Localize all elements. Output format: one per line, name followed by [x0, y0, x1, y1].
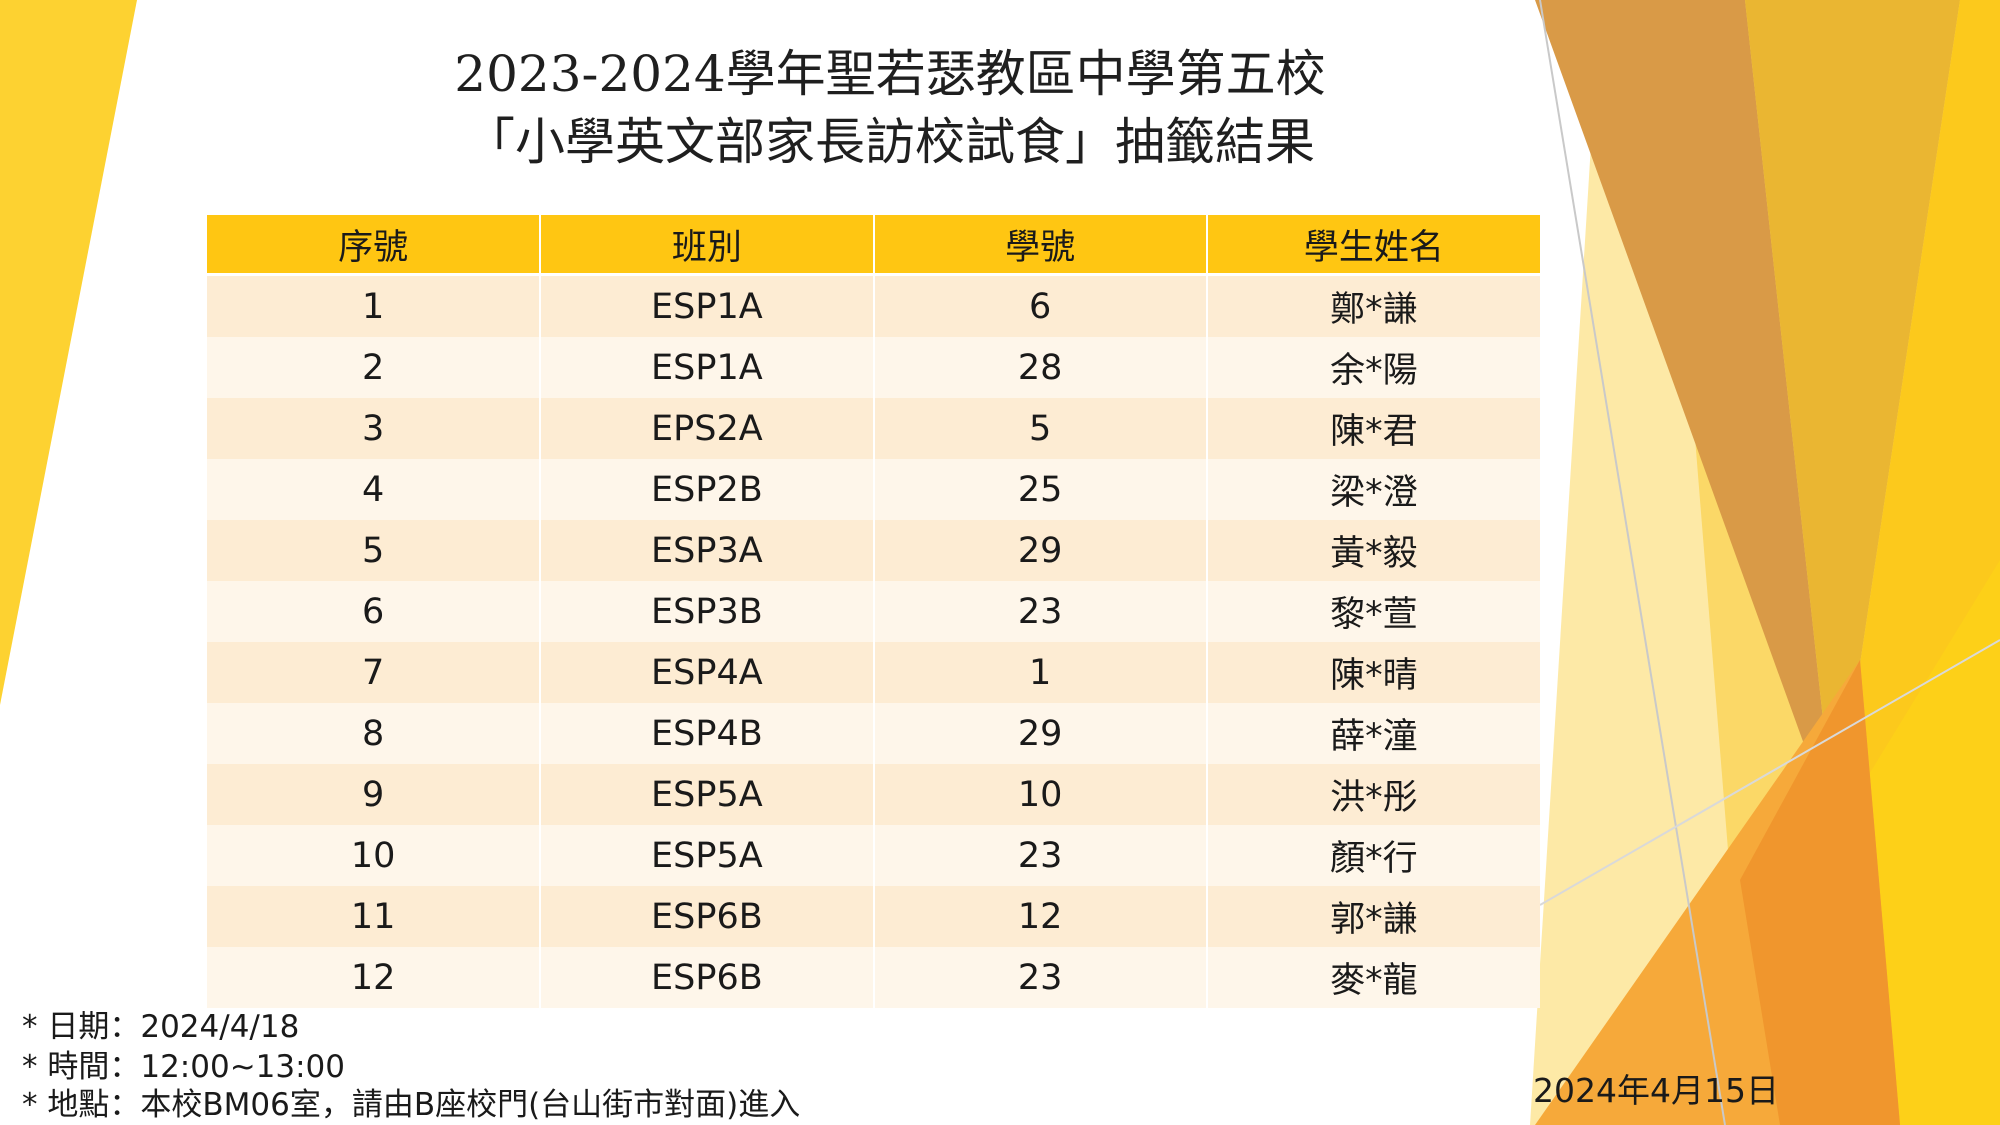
cell-class: ESP1A [540, 337, 875, 398]
cell-class: ESP5A [540, 764, 875, 825]
cell-student-no: 29 [873, 703, 1208, 764]
cell-student-name: 梁*澄 [1206, 459, 1540, 520]
cell-serial-no: 7 [207, 642, 542, 703]
header-student-no: 學號 [873, 215, 1208, 276]
table-row: 4 ESP2B 25 梁*澄 [207, 459, 1540, 520]
cell-student-no: 6 [873, 274, 1208, 337]
cell-class: ESP4B [540, 703, 875, 764]
cell-serial-no: 12 [207, 947, 542, 1008]
cell-student-name: 麥*龍 [1206, 947, 1540, 1008]
cell-class: ESP6B [540, 886, 875, 947]
cell-class: ESP4A [540, 642, 875, 703]
cell-serial-no: 11 [207, 886, 542, 947]
cell-student-no: 25 [873, 459, 1208, 520]
table-row: 6 ESP3B 23 黎*萱 [207, 581, 1540, 642]
cell-student-name: 陳*晴 [1206, 642, 1540, 703]
cell-serial-no: 2 [207, 337, 542, 398]
table-row: 2 ESP1A 28 余*陽 [207, 337, 1540, 398]
cell-student-no: 23 [873, 825, 1208, 886]
cell-serial-no: 3 [207, 398, 542, 459]
cell-student-no: 28 [873, 337, 1208, 398]
cell-student-name: 黎*萱 [1206, 581, 1540, 642]
cell-student-no: 12 [873, 886, 1208, 947]
cell-serial-no: 9 [207, 764, 542, 825]
note-date: * 日期：2024/4/18 [22, 1009, 300, 1045]
cell-class: ESP6B [540, 947, 875, 1008]
note-location: * 地點：本校BM06室，請由B座校門(台山街市對面)進入 [22, 1087, 801, 1123]
header-class: 班別 [540, 215, 875, 276]
cell-student-name: 顏*行 [1206, 825, 1540, 886]
table-row: 12 ESP6B 23 麥*龍 [207, 947, 1540, 1008]
cell-class: ESP2B [540, 459, 875, 520]
cell-student-name: 陳*君 [1206, 398, 1540, 459]
table-row: 11 ESP6B 12 郭*謙 [207, 886, 1540, 947]
right-orange-facet [1535, 0, 1835, 830]
results-table: 序號 班別 學號 學生姓名 1 ESP1A 6 鄭*謙 2 ESP1A 28 余… [207, 215, 1540, 1008]
cell-class: ESP3A [540, 520, 875, 581]
cell-student-name: 洪*彤 [1206, 764, 1540, 825]
note-time: * 時間：12:00~13:00 [22, 1049, 346, 1085]
cell-student-no: 29 [873, 520, 1208, 581]
table-row: 3 EPS2A 5 陳*君 [207, 398, 1540, 459]
table-header-row: 序號 班別 學號 學生姓名 [207, 215, 1540, 276]
announcement-date: 2024年4月15日 [1533, 1071, 1779, 1110]
cell-serial-no: 1 [207, 274, 542, 337]
decor-line-2 [1539, 639, 2000, 906]
page-title-line1: 2023-2024學年聖若瑟教區中學第五校 [454, 45, 1326, 103]
header-student-name: 學生姓名 [1206, 215, 1540, 276]
cell-serial-no: 6 [207, 581, 542, 642]
cell-student-name: 鄭*謙 [1206, 274, 1540, 337]
table-row: 1 ESP1A 6 鄭*謙 [207, 274, 1540, 337]
table-row: 7 ESP4A 1 陳*晴 [207, 642, 1540, 703]
cell-class: ESP5A [540, 825, 875, 886]
cell-student-no: 10 [873, 764, 1208, 825]
cell-serial-no: 10 [207, 825, 542, 886]
header-serial-no: 序號 [207, 215, 542, 276]
cell-serial-no: 4 [207, 459, 542, 520]
cell-student-name: 黃*毅 [1206, 520, 1540, 581]
cell-serial-no: 8 [207, 703, 542, 764]
table-row: 10 ESP5A 23 顏*行 [207, 825, 1540, 886]
cell-serial-no: 5 [207, 520, 542, 581]
decor-line-1 [1539, 0, 1726, 1125]
cell-student-name: 薛*潼 [1206, 703, 1540, 764]
table-row: 8 ESP4B 29 薛*潼 [207, 703, 1540, 764]
cell-class: ESP3B [540, 581, 875, 642]
table-row: 9 ESP5A 10 洪*彤 [207, 764, 1540, 825]
cell-student-name: 余*陽 [1206, 337, 1540, 398]
cell-class: EPS2A [540, 398, 875, 459]
page-title-line2: 「小學英文部家長訪校試食」抽籤結果 [465, 113, 1315, 171]
bottom-deep-facet [1740, 660, 1900, 1125]
right-amber-facet [1745, 0, 1960, 830]
cell-student-name: 郭*謙 [1206, 886, 1540, 947]
cell-student-no: 23 [873, 947, 1208, 1008]
cell-student-no: 1 [873, 642, 1208, 703]
left-yellow-wedge [0, 0, 137, 705]
table-row: 5 ESP3A 29 黃*毅 [207, 520, 1540, 581]
cell-student-no: 5 [873, 398, 1208, 459]
cell-student-no: 23 [873, 581, 1208, 642]
cell-class: ESP1A [540, 274, 875, 337]
